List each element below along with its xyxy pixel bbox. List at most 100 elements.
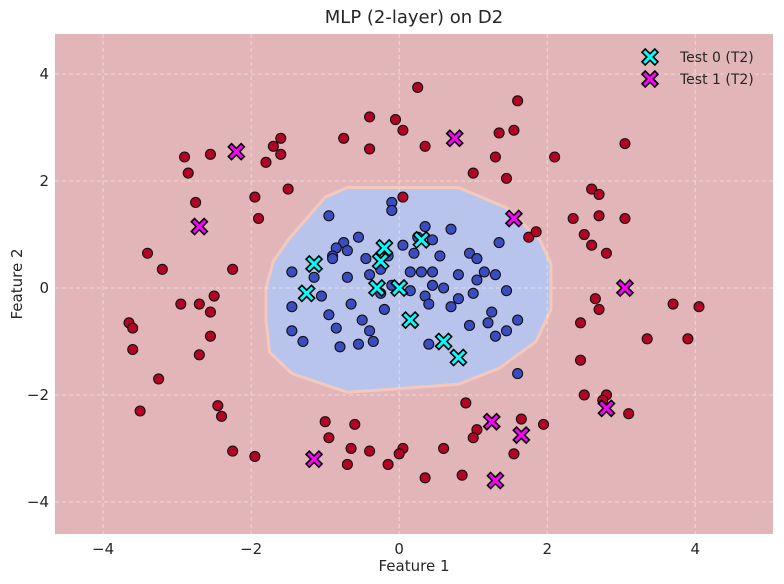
train-point-class0 <box>452 269 464 281</box>
train-point-class1 <box>319 416 331 428</box>
y-tick-label: 4 <box>39 65 49 83</box>
train-point-class0 <box>415 266 427 278</box>
y-tick-label: 0 <box>39 279 49 297</box>
test-point-class1 <box>190 217 209 236</box>
train-point-class1 <box>537 418 550 430</box>
train-point-class1 <box>623 408 635 420</box>
train-point-class1 <box>397 124 409 136</box>
train-point-class0 <box>356 314 368 326</box>
train-point-class0 <box>478 266 490 278</box>
legend-marker-test0 <box>640 47 660 67</box>
train-point-class1 <box>249 191 261 203</box>
train-point-class0 <box>286 301 298 313</box>
test-point-class0 <box>401 310 420 330</box>
train-point-class0 <box>426 234 439 246</box>
train-point-class0 <box>463 247 476 259</box>
train-point-class0 <box>341 271 353 283</box>
train-point-class1 <box>574 317 587 329</box>
x-axis-label: Feature 1 <box>379 557 450 575</box>
train-point-class1 <box>275 132 287 144</box>
test-point-class0 <box>367 278 387 298</box>
train-point-class1 <box>515 413 527 425</box>
train-point-class1 <box>419 472 431 484</box>
train-point-class1 <box>127 343 139 356</box>
train-point-class1 <box>193 298 205 310</box>
train-point-class1 <box>549 151 561 163</box>
train-point-class1 <box>412 81 424 94</box>
x-tick-label: −2 <box>240 540 262 558</box>
train-point-class1 <box>578 389 590 401</box>
train-point-class1 <box>364 445 376 457</box>
train-point-class1 <box>141 247 154 259</box>
test-point-class0 <box>371 252 390 271</box>
train-point-class0 <box>367 335 379 348</box>
train-point-class1 <box>593 210 605 222</box>
train-point-class1 <box>574 354 587 366</box>
train-point-class0 <box>330 322 342 334</box>
train-point-class1 <box>530 226 542 238</box>
train-point-class1 <box>693 301 705 313</box>
x-tick-labels: −4 −2 0 2 4 <box>92 540 700 558</box>
legend-label-test1: Test 1 (T2) <box>679 72 754 88</box>
data-points <box>123 81 705 490</box>
train-point-class1 <box>512 95 524 107</box>
train-point-class0 <box>286 266 298 278</box>
train-point-class0 <box>334 341 346 353</box>
train-point-class0 <box>463 319 476 331</box>
train-point-class1 <box>156 263 168 275</box>
train-point-class0 <box>419 220 431 233</box>
train-point-class1 <box>153 373 165 385</box>
train-point-class0 <box>352 338 365 350</box>
train-point-class1 <box>438 442 450 454</box>
train-point-class0 <box>482 317 494 329</box>
train-point-class1 <box>382 458 394 471</box>
train-point-class1 <box>667 298 679 310</box>
train-point-class1 <box>600 247 613 259</box>
train-point-class1 <box>619 212 631 225</box>
test-point-class1 <box>227 142 246 161</box>
x-tick-label: 2 <box>542 540 552 558</box>
x-tick-label: 0 <box>394 540 404 558</box>
train-point-class1 <box>178 151 191 163</box>
train-point-class0 <box>467 287 479 299</box>
train-point-class0 <box>323 309 335 321</box>
train-point-class0 <box>408 247 420 259</box>
train-point-class1 <box>338 132 350 144</box>
train-point-class0 <box>352 231 365 243</box>
legend-label-test0: Test 0 (T2) <box>679 50 754 66</box>
train-point-class0 <box>397 239 409 251</box>
train-point-class1 <box>175 298 187 310</box>
train-point-class0 <box>471 274 483 286</box>
train-point-class0 <box>426 266 439 278</box>
train-point-class0 <box>438 282 450 294</box>
test-point-class1 <box>445 129 464 148</box>
train-point-class0 <box>500 325 513 337</box>
train-point-class0 <box>486 306 498 318</box>
train-point-class1 <box>227 445 239 457</box>
train-point-class0 <box>286 325 298 337</box>
train-point-class1 <box>586 239 598 251</box>
train-point-class1 <box>364 143 376 155</box>
train-point-class1 <box>508 448 520 460</box>
train-point-class0 <box>308 271 320 283</box>
train-point-class0 <box>315 290 328 302</box>
y-tick-label: −2 <box>27 386 49 404</box>
y-tick-labels: −4 −2 0 2 4 <box>27 65 49 511</box>
test-point-class1 <box>304 450 324 469</box>
plot-area <box>55 34 773 534</box>
train-point-class0 <box>364 269 376 281</box>
train-point-class1 <box>253 212 265 225</box>
train-point-class0 <box>297 335 309 348</box>
train-point-class0 <box>327 253 339 265</box>
train-point-class1 <box>345 442 357 454</box>
train-point-class1 <box>267 140 279 152</box>
train-point-class1 <box>641 333 653 345</box>
test-point-class1 <box>504 209 524 228</box>
test-point-class1 <box>597 399 616 418</box>
x-tick-label: −4 <box>92 540 114 558</box>
train-point-class1 <box>212 400 224 412</box>
train-point-class0 <box>471 253 483 265</box>
test-point-class0 <box>449 348 468 367</box>
train-point-class1 <box>489 151 501 163</box>
